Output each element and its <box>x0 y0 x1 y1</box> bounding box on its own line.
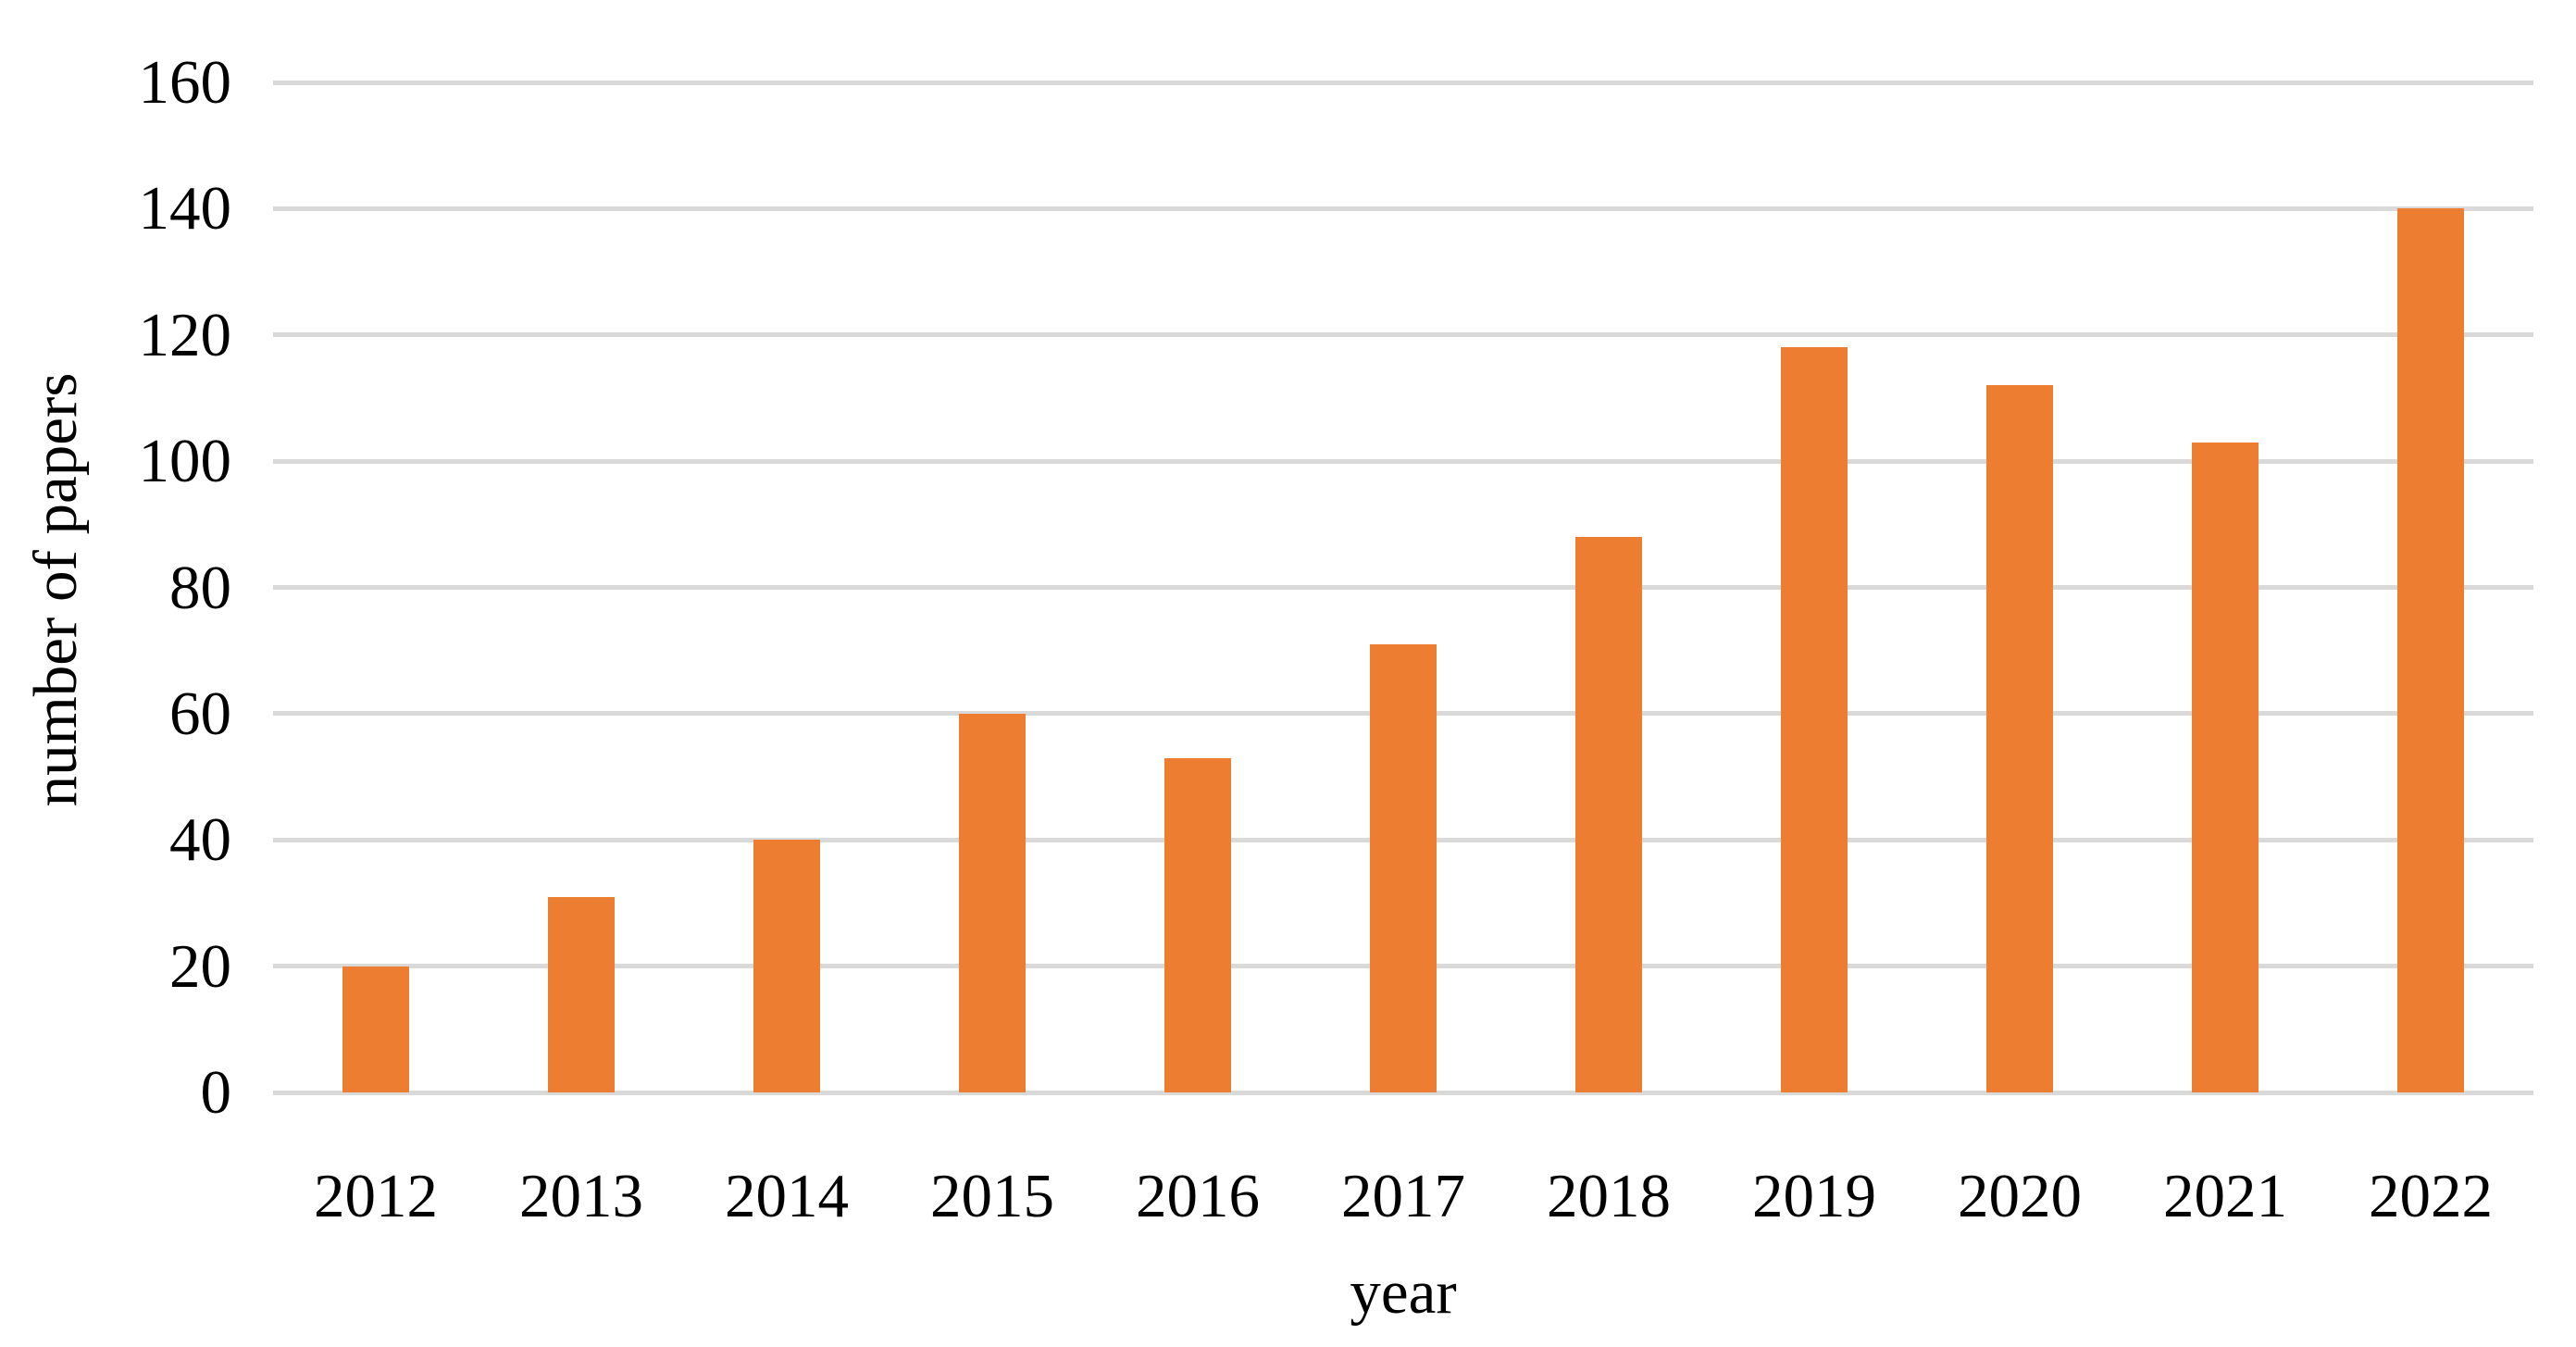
x-tick-label-2022: 2022 <box>2369 1162 2493 1230</box>
x-tick-label-2015: 2015 <box>930 1162 1054 1230</box>
bar-2018 <box>1575 536 1642 1092</box>
bar-2019 <box>1781 347 1848 1092</box>
y-tick-label-100: 100 <box>138 427 232 496</box>
y-tick-label-120: 120 <box>138 300 232 369</box>
y-tick-label-160: 160 <box>138 48 232 117</box>
x-tick-label-2020: 2020 <box>1958 1162 2082 1230</box>
y-tick-label-80: 80 <box>169 553 231 622</box>
gridline-y-140 <box>273 206 2533 211</box>
y-tick-label-40: 40 <box>169 805 231 875</box>
x-tick-label-2019: 2019 <box>1752 1162 1876 1230</box>
gridline-y-120 <box>273 332 2533 338</box>
gridline-y-160 <box>273 80 2533 85</box>
x-axis-title: year <box>1350 1258 1457 1327</box>
bar-2012 <box>342 966 409 1092</box>
bar-2013 <box>548 896 615 1092</box>
bar-2015 <box>959 713 1026 1092</box>
bar-2014 <box>753 840 820 1092</box>
y-tick-label-0: 0 <box>200 1058 232 1127</box>
y-tick-label-140: 140 <box>138 174 232 243</box>
x-tick-label-2016: 2016 <box>1136 1162 1260 1230</box>
x-tick-label-2012: 2012 <box>314 1162 438 1230</box>
gridline-y-100 <box>273 458 2533 464</box>
x-tick-label-2017: 2017 <box>1341 1162 1465 1230</box>
y-tick-label-20: 20 <box>169 931 231 1001</box>
gridline-y-80 <box>273 585 2533 590</box>
bar-2021 <box>2192 442 2259 1092</box>
x-tick-label-2018: 2018 <box>1547 1162 1671 1230</box>
x-tick-label-2021: 2021 <box>2163 1162 2287 1230</box>
bar-2022 <box>2397 208 2464 1092</box>
bar-2016 <box>1164 757 1231 1092</box>
x-tick-label-2014: 2014 <box>725 1162 849 1230</box>
plot-area <box>273 80 2533 1095</box>
gridline-y-0 <box>273 1090 2533 1095</box>
bar-2020 <box>1986 385 2053 1092</box>
x-tick-label-2013: 2013 <box>519 1162 643 1230</box>
bar-2017 <box>1370 643 1437 1092</box>
y-tick-label-60: 60 <box>169 679 231 748</box>
